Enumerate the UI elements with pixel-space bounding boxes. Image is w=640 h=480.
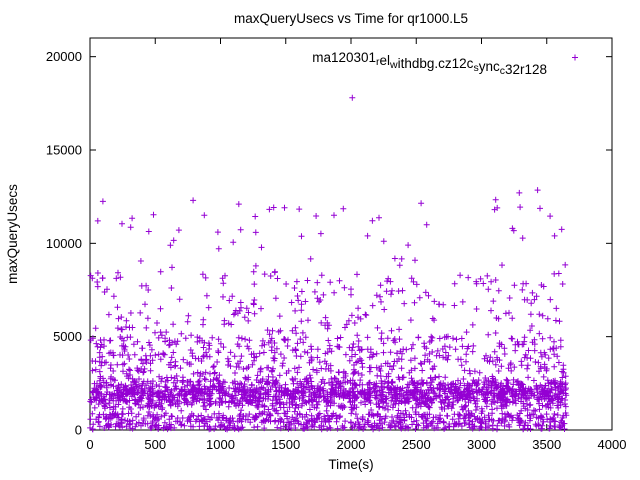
x-tick-label: 3000: [467, 437, 496, 452]
legend-label: ma120301relwithdbg.cz12csyncc32r128: [312, 50, 547, 77]
x-tick-label: 3500: [532, 437, 561, 452]
x-tick-label: 1000: [206, 437, 235, 452]
y-tick-label: 5000: [53, 329, 82, 344]
x-tick-label: 4000: [598, 437, 627, 452]
x-tick-label: 2500: [402, 437, 431, 452]
plot-border: [89, 37, 613, 431]
y-tick-label: 15000: [46, 143, 82, 158]
x-tick-label: 1500: [271, 437, 300, 452]
y-axis-label: maxQueryUsecs: [5, 184, 20, 284]
y-tick-label: 0: [75, 423, 82, 438]
legend: ma120301relwithdbg.cz12csyncc32r128: [312, 50, 578, 77]
data-points: [87, 94, 570, 433]
y-tick-label: 10000: [46, 236, 82, 251]
series-points: [87, 94, 570, 433]
x-axis-label: Time(s): [328, 457, 373, 472]
axis-ticks: [89, 38, 613, 431]
axis-tick-labels: 0 500 1000 1500 2000 2500 3000 3500 4000 0 5000 100…: [46, 49, 627, 452]
x-tick-label: 0: [86, 437, 93, 452]
legend-plus-marker: [572, 54, 578, 61]
x-tick-label: 2000: [337, 437, 366, 452]
x-tick-label: 500: [144, 437, 166, 452]
chart-title: maxQueryUsecs vs Time for qr1000.L5: [234, 11, 468, 26]
y-tick-label: 20000: [46, 49, 82, 64]
